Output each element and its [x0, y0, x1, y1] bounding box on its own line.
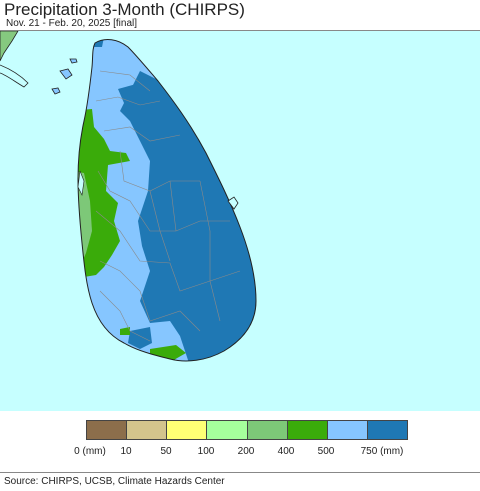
- precip-zone-750: [120, 71, 256, 361]
- legend-label-4: 200: [237, 446, 255, 457]
- sea-area: [0, 31, 480, 411]
- legend-label-0: 0 (mm): [74, 446, 106, 457]
- legend-bar: [86, 420, 408, 440]
- district-borders: [95, 70, 241, 342]
- legend-label-6: 500: [317, 446, 335, 457]
- india-land: [0, 30, 19, 62]
- sri-lanka-coastline: [77, 39, 257, 362]
- legend-swatch-6: [327, 421, 368, 439]
- precipitation-map: [0, 30, 480, 411]
- jaffna-islands: [51, 58, 78, 95]
- precip-zone-400: [78, 171, 92, 267]
- legend-label-5: 400: [277, 446, 295, 457]
- legend-swatch-1: [127, 421, 168, 439]
- map-canvas: [0, 30, 480, 411]
- map-subtitle: Nov. 21 - Feb. 20, 2025 [final]: [6, 18, 138, 29]
- map-title: Precipitation 3-Month (CHIRPS): [4, 0, 245, 19]
- india-coast: [0, 64, 29, 88]
- legend-swatch-4: [247, 421, 288, 439]
- legend-swatch-0: [87, 421, 128, 439]
- legend-swatch-7: [367, 421, 407, 439]
- precip-zone-750-south: [128, 327, 152, 349]
- legend-label-7: 750 (mm): [360, 446, 404, 457]
- legend-swatch-5: [287, 421, 328, 439]
- legend-swatch-2: [167, 421, 208, 439]
- trincomalee-bay: [227, 196, 239, 210]
- legend-label-1: 10: [120, 446, 132, 457]
- legend-label-2: 50: [160, 446, 172, 457]
- legend-swatch-3: [207, 421, 248, 439]
- source-credit: Source: CHIRPS, UCSB, Climate Hazards Ce…: [0, 472, 480, 490]
- legend-labels: 0 (mm) 10 50 100 200 400 500 750 (mm): [0, 446, 480, 460]
- precip-zone-500-islet: [120, 327, 130, 335]
- puttalam-lagoon: [77, 170, 85, 196]
- precip-zone-750-north: [118, 83, 150, 107]
- legend-label-3: 100: [197, 446, 215, 457]
